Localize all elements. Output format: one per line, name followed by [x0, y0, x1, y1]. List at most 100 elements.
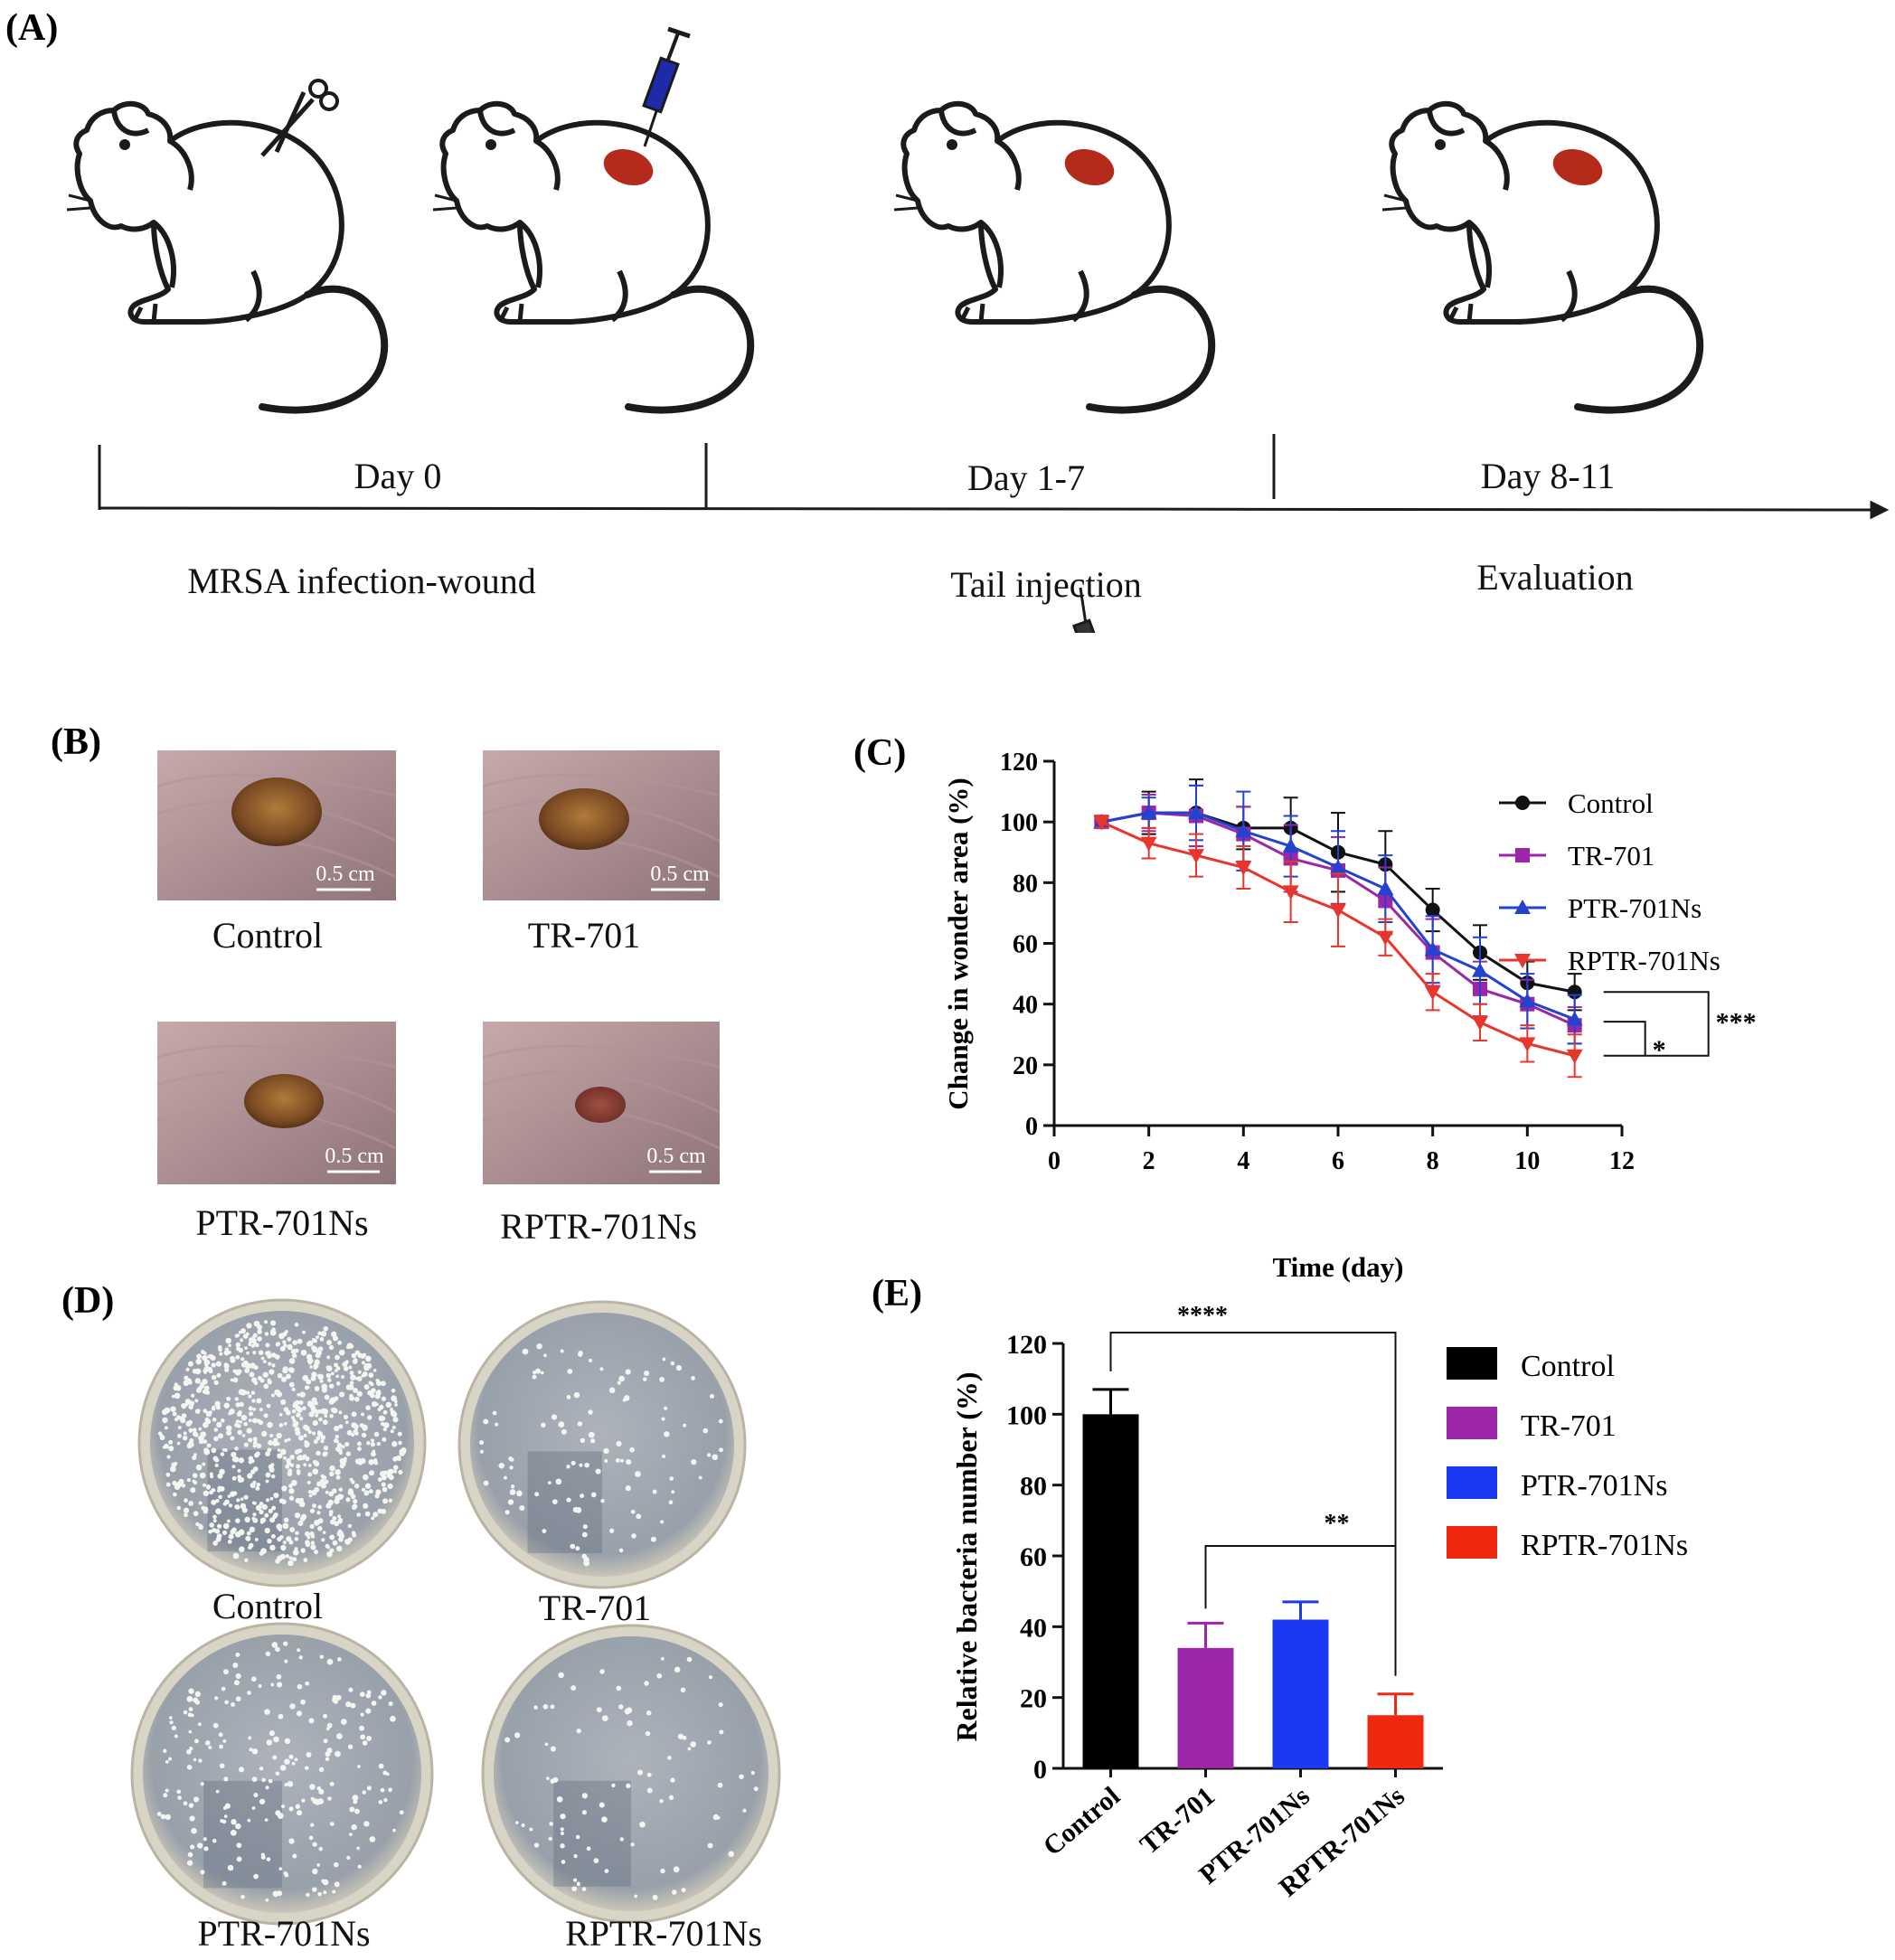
colony — [256, 1443, 262, 1449]
colony — [269, 1329, 277, 1336]
colony — [305, 1681, 310, 1686]
colony — [285, 1554, 289, 1559]
colony — [296, 1469, 301, 1474]
colony — [397, 1456, 401, 1462]
colony — [176, 1505, 182, 1511]
colony — [599, 1669, 605, 1674]
colony — [193, 1432, 199, 1437]
colony — [311, 1371, 317, 1378]
colony — [630, 1509, 636, 1514]
colony — [581, 1887, 587, 1891]
colony — [248, 1736, 252, 1740]
colony — [510, 1484, 515, 1489]
colony — [306, 1385, 310, 1390]
colony — [354, 1431, 359, 1436]
colony — [588, 1431, 595, 1438]
colony — [210, 1475, 214, 1479]
plate-shadow — [203, 1780, 282, 1889]
colony — [288, 1484, 293, 1488]
colony — [234, 1397, 240, 1401]
agar-plates-panel: (D) Control TR-701 PTR-701Ns RPTR-701Ns — [61, 1280, 781, 1954]
colony — [365, 1405, 371, 1410]
colony — [363, 1821, 370, 1827]
colony — [718, 1702, 723, 1708]
e-sig-bracket — [1204, 1545, 1396, 1609]
colony — [357, 1765, 361, 1768]
colony — [322, 1531, 326, 1534]
colony — [163, 1748, 167, 1753]
colony — [296, 1412, 301, 1418]
colony — [192, 1455, 197, 1461]
colony — [275, 1559, 280, 1564]
colony — [263, 1320, 269, 1324]
colony — [315, 1413, 318, 1418]
colony — [238, 1457, 245, 1464]
colony — [336, 1545, 343, 1552]
c-sig-bracket — [1603, 1021, 1646, 1056]
colony — [571, 1886, 578, 1892]
colony — [312, 1798, 318, 1805]
colony — [234, 1333, 239, 1338]
colony — [343, 1365, 349, 1371]
colony — [368, 1372, 374, 1378]
colony — [586, 1846, 591, 1852]
c-x-tick-label: 2 — [1143, 1147, 1155, 1175]
c-legend-label: RPTR-701Ns — [1568, 945, 1721, 976]
colony — [222, 1530, 228, 1535]
c-point — [1424, 941, 1441, 956]
colony — [283, 1870, 288, 1876]
colony — [541, 1422, 546, 1428]
colony — [302, 1330, 306, 1334]
colony — [300, 1548, 306, 1553]
colony — [243, 1494, 249, 1500]
colony — [216, 1523, 222, 1529]
colony — [170, 1406, 176, 1412]
colony — [283, 1343, 288, 1348]
colony — [313, 1365, 317, 1370]
colony — [240, 1497, 244, 1502]
colony — [719, 1729, 724, 1735]
colony — [172, 1411, 177, 1417]
colony — [275, 1342, 280, 1347]
colony — [261, 1430, 268, 1437]
colony — [227, 1864, 234, 1871]
colony — [347, 1523, 353, 1529]
colony — [274, 1389, 280, 1396]
colony — [184, 1498, 188, 1503]
colony — [351, 1480, 355, 1484]
colony — [235, 1673, 241, 1680]
c-x-tick-label: 12 — [1609, 1147, 1635, 1175]
colony — [645, 1730, 651, 1737]
panel-a-label: (A) — [5, 7, 58, 49]
colony — [289, 1463, 295, 1467]
plate-shadow — [553, 1780, 631, 1887]
colony — [540, 1371, 544, 1375]
colony — [203, 1508, 209, 1514]
colony — [377, 1390, 382, 1394]
colony — [359, 1725, 365, 1731]
colony — [616, 1685, 622, 1691]
colony — [278, 1333, 285, 1340]
colony — [332, 1516, 337, 1521]
colony — [285, 1373, 291, 1380]
colony — [325, 1490, 329, 1494]
c-legend-item: RPTR-701Ns — [1499, 945, 1721, 976]
colony — [288, 1381, 295, 1388]
colony — [278, 1713, 284, 1720]
colony — [218, 1347, 222, 1352]
colony — [297, 1683, 303, 1690]
colony — [371, 1438, 375, 1443]
colony — [573, 1878, 578, 1882]
colony — [220, 1452, 225, 1456]
colony — [306, 1751, 312, 1757]
colony — [673, 1866, 680, 1873]
colony — [344, 1420, 349, 1425]
colony — [288, 1488, 295, 1494]
colony — [193, 1796, 200, 1803]
colony — [282, 1522, 289, 1530]
colony — [388, 1787, 392, 1793]
colony — [264, 1332, 269, 1336]
colony — [185, 1378, 193, 1384]
colony — [323, 1325, 329, 1332]
colony — [335, 1439, 340, 1444]
